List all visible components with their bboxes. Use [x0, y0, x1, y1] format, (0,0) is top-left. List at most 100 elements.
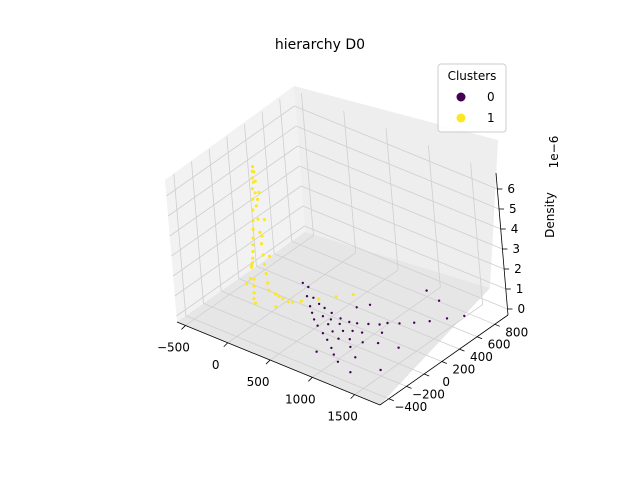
point-series-1-44 [268, 254, 272, 258]
legend-label-1: 1 [487, 111, 495, 125]
grid-y-floor-5 [273, 253, 478, 338]
point-series-0-14 [339, 317, 342, 320]
point-series-0-38 [413, 321, 416, 324]
point-series-0-24 [330, 346, 333, 350]
point-series-1-23 [267, 288, 271, 292]
point-series-1-49 [251, 180, 255, 184]
y-tick-label-0: −400 [394, 400, 427, 414]
point-series-0-44 [463, 314, 466, 318]
point-series-0-28 [332, 353, 335, 356]
grid-z-back-1 [302, 205, 506, 290]
point-series-0-0 [301, 281, 304, 285]
point-series-0-32 [361, 341, 364, 344]
grid-z-left-0 [176, 225, 305, 317]
grid-z-back-0 [304, 225, 508, 310]
grid-y-floor-6 [291, 240, 495, 325]
point-series-1-35 [253, 301, 258, 305]
point-series-1-47 [255, 197, 260, 201]
point-series-1-15 [261, 253, 265, 257]
point-series-0-5 [317, 302, 321, 306]
grid-y-left-2 [208, 148, 222, 291]
grid-x-back-2 [385, 128, 399, 271]
grid-x-back-4 [470, 162, 484, 305]
z-tick-label-3: 3 [512, 242, 520, 256]
grid-y-floor-3 [238, 278, 442, 362]
point-series-0-20 [341, 329, 345, 333]
point-series-1-38 [286, 300, 290, 304]
point-series-0-21 [355, 322, 359, 325]
y-tick-mark-2 [423, 373, 430, 377]
point-series-1-42 [334, 295, 338, 299]
point-series-0-22 [337, 337, 340, 340]
point-series-0-31 [386, 321, 389, 325]
point-series-0-37 [376, 341, 380, 345]
point-series-1-7 [254, 204, 258, 208]
point-series-1-31 [252, 277, 256, 281]
grid-y-left-1 [191, 161, 204, 304]
point-series-0-43 [379, 368, 382, 372]
y-tick-label-3: 200 [452, 363, 475, 377]
floor [177, 232, 490, 405]
point-series-1-0 [251, 165, 255, 169]
grid-z-back-3 [299, 165, 503, 250]
z-tick-label-2: 2 [514, 262, 522, 276]
grid-y-left-5 [261, 111, 275, 254]
point-series-1-2 [250, 169, 254, 173]
grid-y-left-3 [226, 136, 240, 279]
z-tick-label-1: 1 [516, 282, 524, 296]
point-series-0-42 [445, 317, 449, 320]
point-series-0-6 [310, 311, 314, 314]
point-series-1-41 [317, 297, 321, 301]
point-series-1-11 [258, 230, 262, 234]
z-tick-label-0: 0 [517, 302, 525, 316]
grid-x-floor-1 [227, 252, 356, 344]
legend-frame [437, 63, 507, 133]
point-series-0-40 [428, 320, 431, 323]
grid-z-back-2 [300, 185, 505, 270]
point-series-0-47 [355, 306, 358, 309]
point-series-1-21 [266, 281, 270, 285]
point-series-1-30 [274, 305, 278, 309]
point-series-1-45 [260, 234, 264, 238]
point-series-0-7 [323, 306, 326, 310]
chart-title: hierarchy D0 [275, 37, 365, 53]
x-tick-label-2: 500 [247, 375, 270, 389]
point-series-1-5 [253, 191, 257, 195]
point-series-0-30 [349, 345, 352, 349]
point-series-1-24 [250, 261, 254, 265]
grid-z-left-1 [174, 205, 304, 297]
grid-y-floor-0 [185, 315, 389, 400]
point-series-0-46 [437, 299, 441, 302]
z-axis-label: Density 1e−6 [543, 136, 561, 238]
point-series-0-19 [326, 338, 329, 341]
x-tick-mark-3 [308, 377, 313, 382]
point-series-0-9 [321, 315, 325, 318]
point-series-0-29 [378, 323, 381, 326]
grid-x-back-3 [427, 145, 441, 288]
points-layer [245, 165, 466, 374]
point-series-0-23 [351, 329, 354, 333]
y-tick-label-5: 600 [488, 338, 511, 352]
point-series-0-49 [315, 350, 318, 353]
point-series-1-10 [251, 208, 255, 212]
point-series-1-4 [250, 176, 254, 180]
x-tick-mark-1 [223, 342, 229, 348]
y-tick-label-4: 400 [470, 350, 493, 364]
y-tick-mark-5 [476, 336, 483, 340]
point-series-0-34 [380, 331, 384, 334]
point-series-1-27 [277, 294, 281, 298]
point-series-1-8 [251, 197, 255, 201]
point-series-1-18 [251, 243, 255, 247]
y-tick-label-6: 800 [505, 325, 528, 339]
axis-ticks: −500050010001500−400−2000200400600800012… [157, 172, 528, 424]
grid-z-left-2 [172, 185, 302, 277]
point-series-1-6 [250, 187, 254, 191]
point-series-1-20 [251, 249, 255, 254]
grid-z-left-3 [171, 165, 300, 257]
point-series-0-12 [329, 318, 333, 321]
point-series-1-25 [273, 292, 278, 296]
point-series-1-19 [264, 272, 268, 276]
point-series-0-45 [425, 289, 428, 292]
grid-x-floor-2 [269, 269, 399, 361]
legend-marker-1 [456, 113, 466, 123]
